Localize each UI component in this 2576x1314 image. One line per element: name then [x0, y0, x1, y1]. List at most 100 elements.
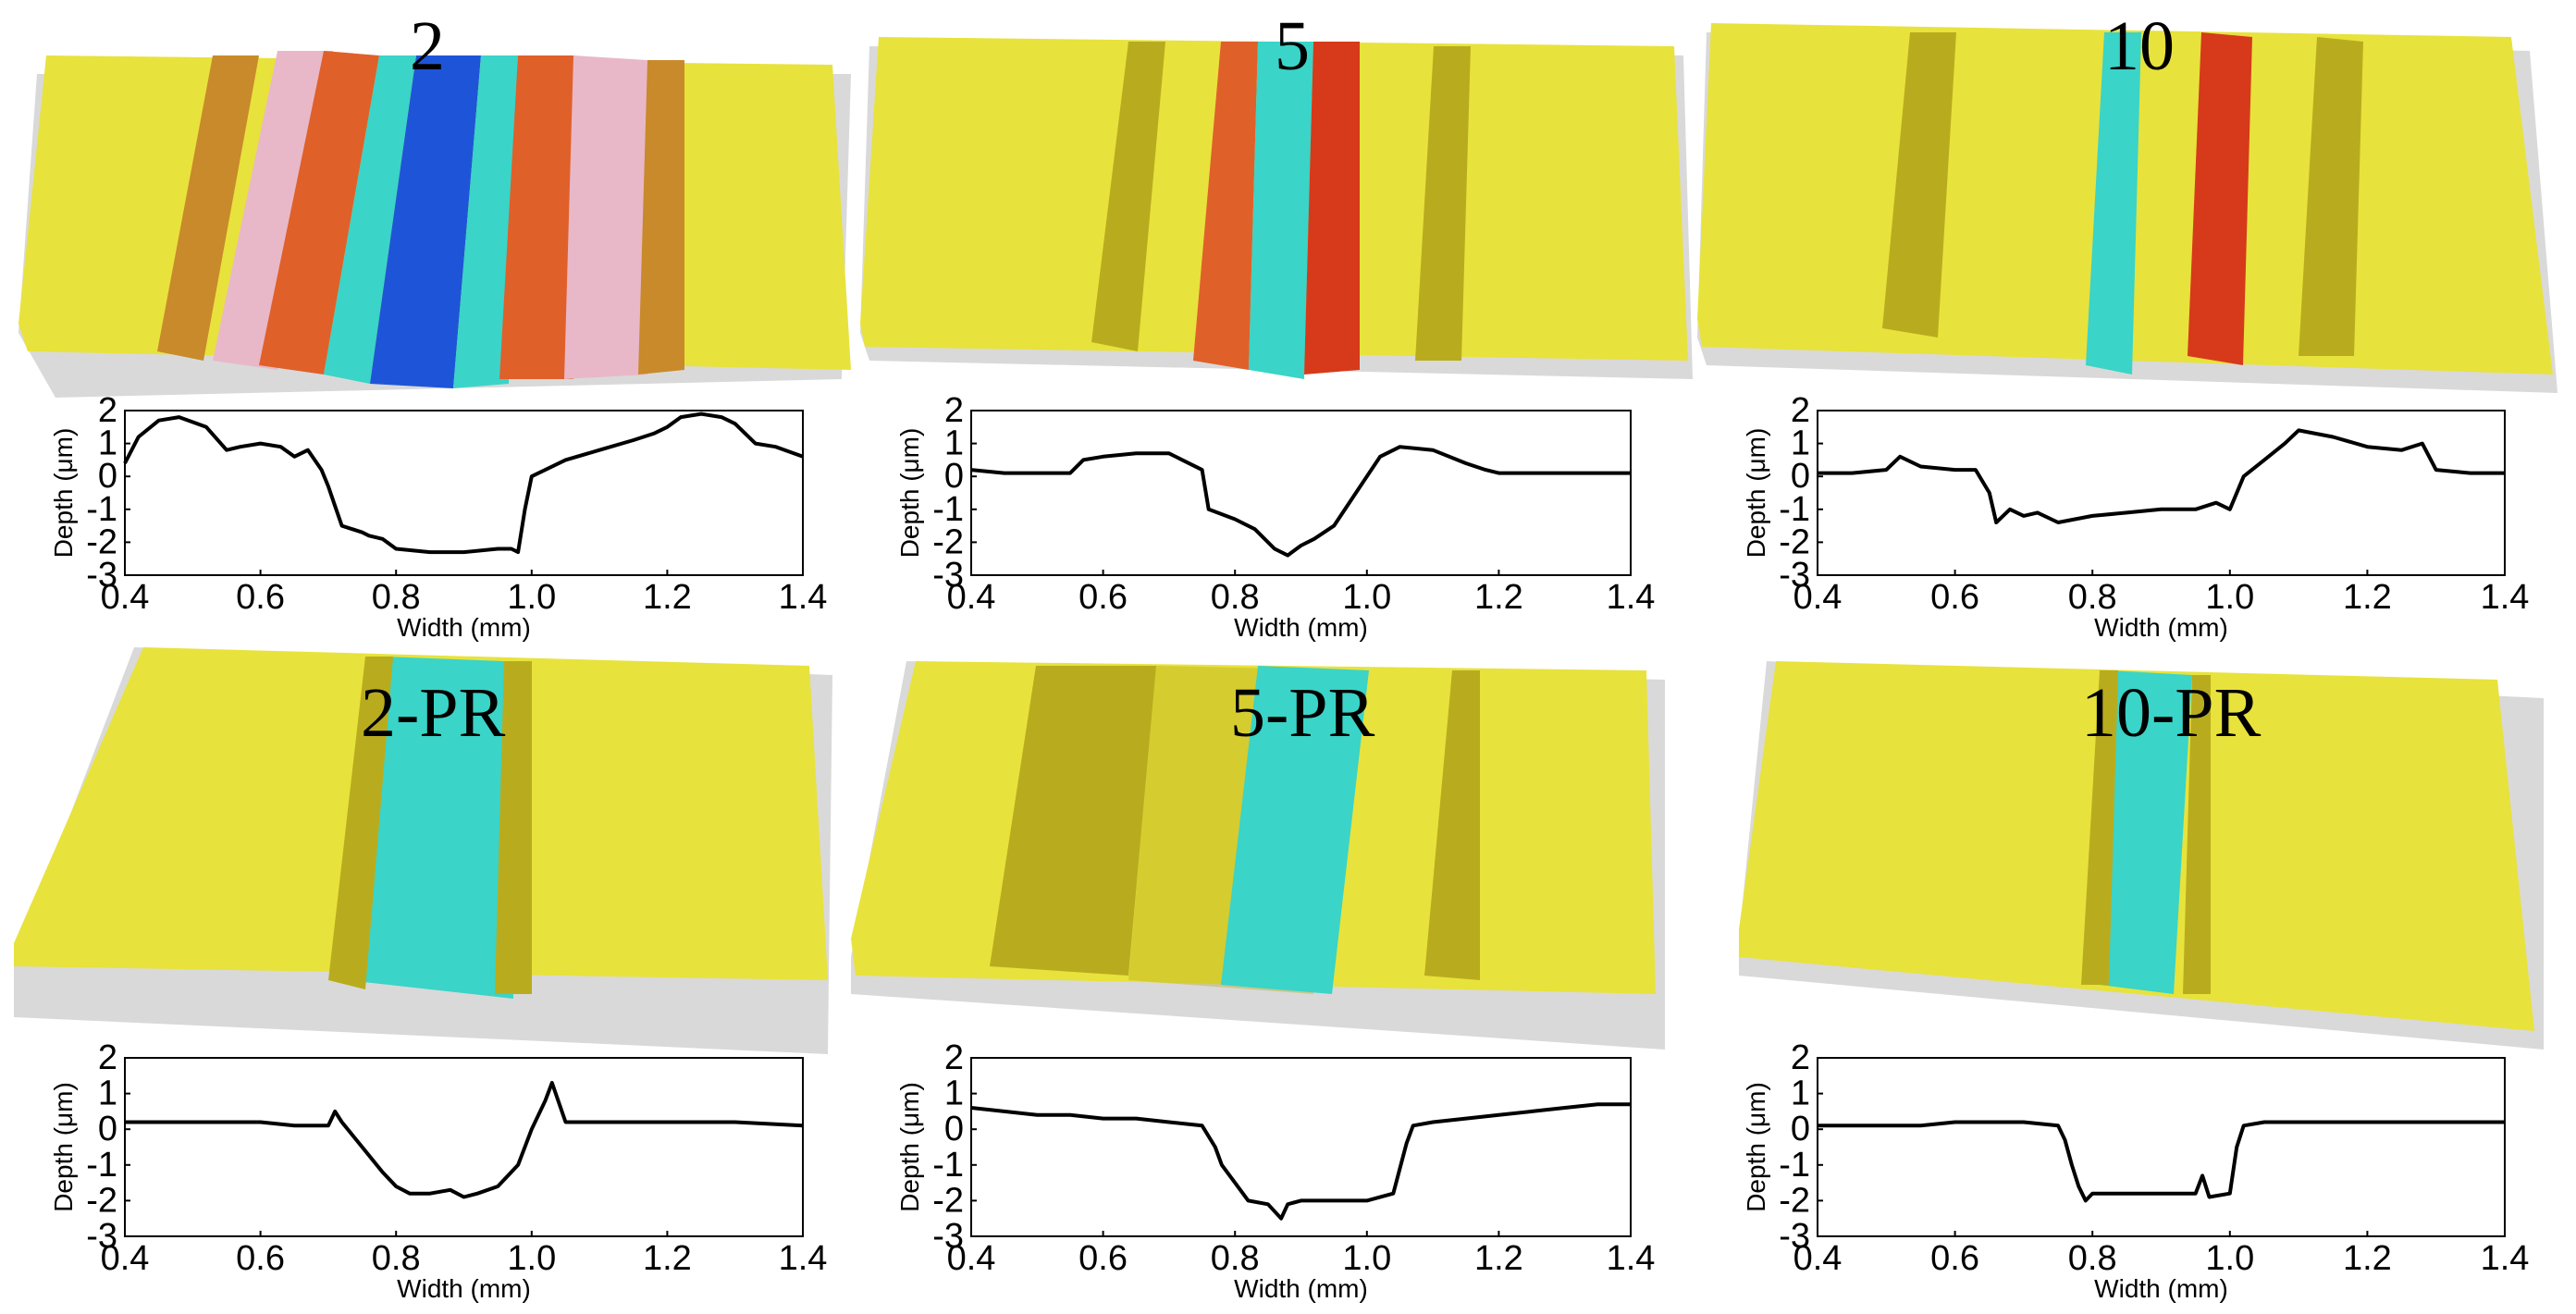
y-tick-label: -1	[86, 1146, 117, 1185]
x-tick-label: 1.2	[1474, 578, 1523, 617]
depth-profile-10-pr-svg: 0.4 0.6 0.8 1.0 1.2 1.4 210-1-2-3 Width (mm) Dep…	[1742, 1038, 2529, 1303]
y-tick-label: -3	[932, 1217, 964, 1256]
depth-profile-5-pr: 0.4 0.6 0.8 1.0 1.2 1.4 2 1 0 -1 -2 -3 Width (mm) Dep…	[895, 1038, 1655, 1308]
x-tick-label: 0.4	[947, 1239, 996, 1278]
y-tick-label: 0	[98, 1110, 117, 1148]
x-tick-label: 0.6	[1930, 1239, 1979, 1278]
x-tick-label: 0.8	[372, 578, 421, 617]
depth-profile-2: 0.4 0.6 0.8 1.0 1.2 1.4 2 1 0 -1 -2 -3 Width (mm) Dep…	[49, 391, 827, 647]
x-tick-label: 0.4	[101, 578, 150, 617]
y-tick-label: -2	[86, 522, 117, 561]
x-tick-label: 1.0	[507, 578, 556, 617]
y-axis-label: Depth (μm)	[895, 428, 924, 559]
y-tick-label: -3	[86, 1217, 117, 1256]
plot-frame	[970, 410, 1632, 576]
y-tick-label: 1	[1791, 1075, 1810, 1113]
y-axis-label: Depth (μm)	[49, 1082, 78, 1212]
plot-frame	[124, 1057, 804, 1237]
panel-label-5: 5	[1275, 7, 1310, 85]
y-tick-label: -3	[1779, 556, 1810, 595]
plot-frame	[124, 410, 804, 576]
x-tick-label: 1.4	[779, 578, 828, 617]
surface-image-10	[1697, 23, 2558, 402]
depth-profile-10-svg: 0.4 0.6 0.8 1.0 1.2 1.4 210-1-2-3 Width (mm) Dep…	[1742, 391, 2529, 642]
y-tick-label: -2	[1779, 1181, 1810, 1220]
y-tick-label: 1	[98, 424, 117, 463]
y-axis-label: Depth (μm)	[1742, 428, 1770, 559]
panel-label-2-pr: 2-PR	[361, 674, 506, 752]
y-tick-label: -2	[932, 522, 964, 561]
x-tick-label: 1.2	[643, 578, 692, 617]
y-tick-label: 2	[98, 391, 117, 430]
y-tick-label: 2	[1791, 1038, 1810, 1077]
y-tick-label: 2	[1791, 391, 1810, 430]
plot-frame	[970, 1057, 1632, 1237]
depth-series-line	[970, 1102, 1631, 1221]
surface-image-2-pr	[14, 647, 832, 1054]
x-tick-label: 1.2	[2343, 1239, 2392, 1278]
y-tick-label: 1	[944, 1075, 964, 1113]
x-tick-label: 0.4	[101, 1239, 150, 1278]
panel-label-10: 10	[2104, 7, 2175, 85]
x-tick-label: 0.4	[947, 578, 996, 617]
y-tick-label: 0	[98, 457, 117, 496]
y-tick-label: -3	[86, 556, 117, 595]
x-tick-label: 0.8	[372, 1239, 421, 1278]
depth-series-line	[1818, 428, 2505, 524]
y-axis-label: Depth (μm)	[49, 428, 78, 559]
x-tick-label: 0.6	[236, 1239, 285, 1278]
y-tick-label: -1	[86, 490, 117, 529]
y-axis-label: Depth (μm)	[895, 1082, 924, 1212]
x-tick-label: 0.8	[1211, 1239, 1260, 1278]
y-tick-label: 0	[1791, 1110, 1810, 1148]
x-axis-label: Width (mm)	[397, 1274, 531, 1303]
x-tick-label: 1.2	[1474, 1239, 1523, 1278]
x-tick-label: 0.8	[2068, 578, 2117, 617]
x-tick-label: 1.0	[1342, 578, 1391, 617]
depth-profile-2-svg: 0.4 0.6 0.8 1.0 1.2 1.4 210-1-2-3 Width (mm) Dep…	[49, 391, 827, 642]
y-tick-label: -1	[932, 490, 964, 529]
x-tick-label: 1.0	[2205, 578, 2254, 617]
y-tick-label: 1	[944, 424, 964, 463]
panel-label-5-pr: 5-PR	[1230, 674, 1375, 752]
y-tick-label: -1	[932, 1146, 964, 1185]
y-tick-label: 2	[98, 1038, 117, 1077]
y-tick-label: 2	[944, 391, 964, 430]
plot-frame	[1817, 410, 2506, 576]
y-tick-label: -2	[86, 1181, 117, 1220]
x-tick-label: 1.4	[1607, 578, 1656, 617]
x-tick-label: 1.4	[1607, 1239, 1656, 1278]
x-tick-label: 0.8	[1211, 578, 1260, 617]
depth-profile-5-pr-svg: 0.4 0.6 0.8 1.0 1.2 1.4 210-1-2-3 Width (mm) Dep…	[895, 1038, 1655, 1303]
y-axis-label: Depth (μm)	[1742, 1082, 1770, 1212]
x-tick-label: 0.6	[1930, 578, 1979, 617]
x-tick-label: 1.2	[2343, 578, 2392, 617]
y-tick-label: 0	[944, 457, 964, 496]
x-tick-label: 1.2	[643, 1239, 692, 1278]
depth-profile-10-pr: 0.4 0.6 0.8 1.0 1.2 1.4 2 1 0 -1 -2 -3 Width (mm) Dep…	[1742, 1038, 2529, 1308]
surface-image-5-pr	[851, 661, 1665, 1050]
depth-profile-10: 0.4 0.6 0.8 1.0 1.2 1.4 2 1 0 -1 -2 -3 Width (mm) Dep…	[1742, 391, 2529, 647]
surface-image-2	[18, 18, 851, 398]
depth-series-line	[123, 411, 804, 555]
x-tick-label: 1.0	[507, 1239, 556, 1278]
y-tick-label: -2	[1779, 522, 1810, 561]
y-tick-label: 2	[944, 1038, 964, 1077]
x-axis-label: Width (mm)	[1234, 1274, 1368, 1303]
depth-profile-2-pr: 0.4 0.6 0.8 1.0 1.2 1.4 2 1 0 -1 -2 -3 Width (mm) Dep…	[49, 1038, 827, 1308]
x-tick-label: 0.6	[236, 578, 285, 617]
y-tick-label: 0	[944, 1110, 964, 1148]
depth-profile-5-svg: 0.4 0.6 0.8 1.0 1.2 1.4 210-1-2-3 Width (mm) Dep…	[895, 391, 1655, 642]
depth-series-line	[125, 1081, 804, 1199]
surface-image-5	[860, 28, 1693, 388]
y-tick-label: -3	[932, 556, 964, 595]
x-tick-label: 1.0	[2205, 1239, 2254, 1278]
y-tick-label: 1	[98, 1075, 117, 1113]
y-tick-label: -1	[1779, 490, 1810, 529]
surface-image-10-pr	[1739, 661, 2544, 1050]
panel-label-10-pr: 10-PR	[2081, 674, 2262, 752]
y-tick-label: -1	[1779, 1146, 1810, 1185]
y-tick-label: 1	[1791, 424, 1810, 463]
x-tick-label: 0.4	[1793, 578, 1843, 617]
x-tick-label: 0.4	[1793, 1239, 1843, 1278]
